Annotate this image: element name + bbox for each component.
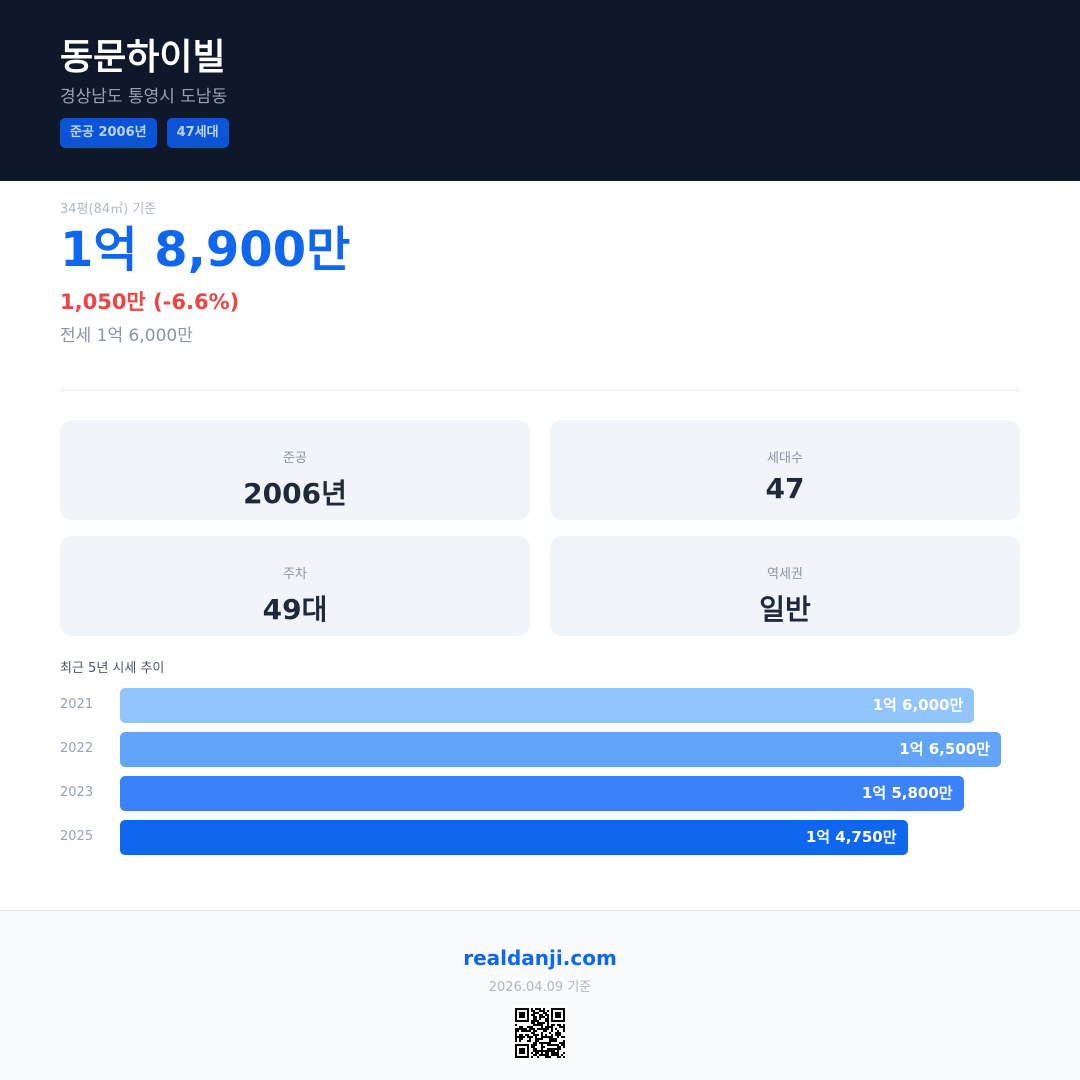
card-label: 역세권 [767, 567, 803, 582]
card-value: 49대 [262, 593, 328, 626]
card-built: 준공 2006년 [60, 420, 530, 520]
card-value: 일반 [759, 593, 811, 626]
header: 동문하이빌 경상남도 통영시 도남동 준공 2006년 47세대 [0, 0, 1080, 181]
trend-year: 2025 [60, 829, 94, 844]
card-households: 세대수 47 [550, 420, 1020, 520]
trend-row: 2022 1억 6,500만 [60, 732, 1020, 767]
trend-title: 최근 5년 시세 추이 [60, 661, 165, 676]
complex-title: 동문하이빌 [60, 37, 226, 78]
sale-price: 1억 8,900만 [60, 222, 351, 278]
trend-bar: 1억 4,750만 [120, 820, 908, 855]
trend-bar: 1억 5,800만 [120, 776, 964, 811]
badge-households: 47세대 [166, 118, 229, 148]
price-basis: 34평(84㎡) 기준 [60, 202, 157, 217]
trend-year: 2022 [60, 741, 94, 756]
trend-bar: 1억 6,000만 [120, 688, 975, 723]
trend-row: 2023 1억 5,800만 [60, 776, 1020, 811]
card-parking: 주차 49대 [60, 536, 530, 636]
jeonse-price: 전세 1억 6,000만 [60, 326, 193, 346]
site-link[interactable]: realdanji.com [463, 946, 617, 970]
trend-year: 2021 [60, 697, 94, 712]
data-date: 2026.04.09 기준 [488, 980, 592, 995]
price-change: 1,050만 (-6.6%) [60, 290, 240, 314]
qr-code-icon [512, 1005, 568, 1061]
divider [60, 390, 1020, 391]
card-label: 준공 [283, 451, 307, 466]
badge-built-year: 준공 2006년 [60, 118, 157, 148]
card-value: 47 [765, 472, 805, 505]
footer: realdanji.com 2026.04.09 기준 [0, 910, 1080, 1080]
card-label: 주차 [283, 567, 307, 582]
trend-row: 2025 1억 4,750만 [60, 820, 1020, 855]
address: 경상남도 통영시 도남동 [60, 87, 228, 107]
trend-bar: 1억 6,500만 [120, 732, 1001, 767]
trend-row: 2021 1억 6,000만 [60, 688, 1020, 723]
trend-year: 2023 [60, 785, 94, 800]
card-label: 세대수 [767, 451, 803, 466]
card-value: 2006년 [243, 477, 347, 510]
